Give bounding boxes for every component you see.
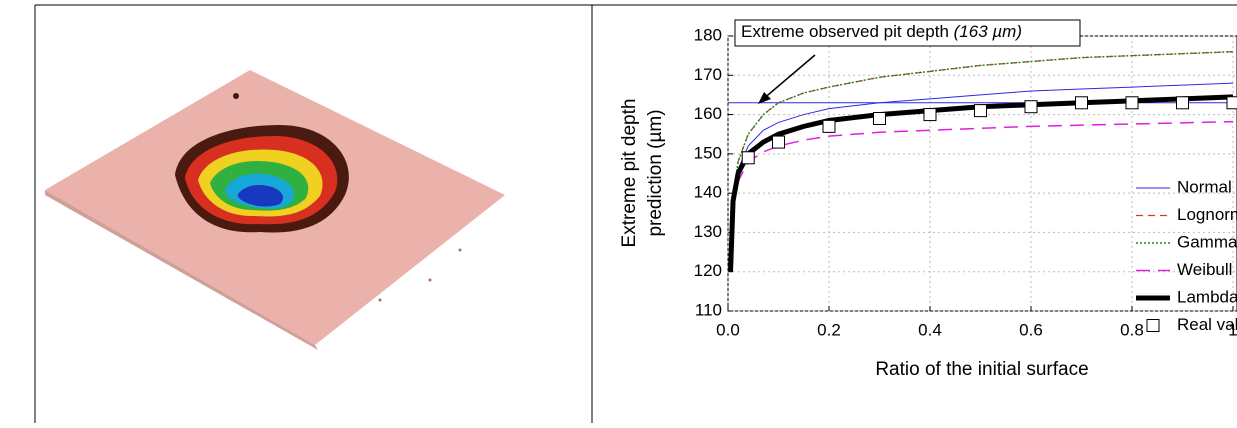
series-line	[731, 52, 1233, 272]
y-tick-label: 120	[694, 261, 722, 280]
data-point	[924, 109, 936, 121]
data-point	[1227, 97, 1237, 109]
y-tick-label: 160	[694, 104, 722, 123]
annotation-value: (163 µm)	[954, 22, 1022, 41]
y-tick-label: 140	[694, 183, 722, 202]
y-tick-label: 150	[694, 143, 722, 162]
data-point	[1126, 97, 1138, 109]
data-point	[773, 136, 785, 148]
data-point	[1076, 97, 1088, 109]
data-point	[975, 105, 987, 117]
series-line	[731, 122, 1233, 272]
figure: Extreme observed pit depth (163 µm) Rati…	[0, 0, 1237, 423]
legend-label: Gamma	[1177, 232, 1237, 251]
x-tick-label: 0.4	[918, 320, 942, 339]
data-point	[1177, 97, 1189, 109]
y-axis-label: prediction (µm)	[645, 109, 666, 236]
data-point	[742, 152, 754, 164]
data-point	[874, 113, 886, 125]
y-tick-label: 170	[694, 65, 722, 84]
y-tick-label: 180	[694, 25, 722, 44]
legend-label: Normal	[1177, 177, 1232, 196]
x-tick-label: 0.6	[1019, 320, 1043, 339]
pit-image	[45, 70, 505, 350]
annotation-arrow	[762, 55, 815, 100]
x-axis-label: Ratio of the initial surface	[875, 359, 1088, 380]
x-tick-label: 0.8	[1120, 320, 1144, 339]
page: Extreme observed pit depth (163 µm) Rati…	[0, 0, 1237, 423]
y-axis-label: Extreme pit depth	[619, 99, 640, 248]
data-point	[823, 120, 835, 132]
data-point	[1025, 101, 1037, 113]
series-line	[731, 97, 1233, 272]
annotation: Extreme observed pit depth (163 µm)	[741, 22, 1022, 41]
legend-label: Lambda	[1177, 287, 1237, 306]
x-tick-label: 0.0	[716, 320, 740, 339]
legend-label: Lognormal	[1177, 205, 1237, 224]
annotation-text: Extreme observed pit depth	[741, 22, 949, 41]
legend-marker	[1147, 320, 1159, 332]
y-tick-label: 110	[695, 300, 722, 319]
y-tick-label: 130	[694, 222, 722, 241]
legend-label: Weibull	[1177, 260, 1232, 279]
x-tick-label: 0.2	[817, 320, 841, 339]
legend-label: Real value	[1177, 315, 1237, 334]
series-line	[731, 52, 1233, 272]
